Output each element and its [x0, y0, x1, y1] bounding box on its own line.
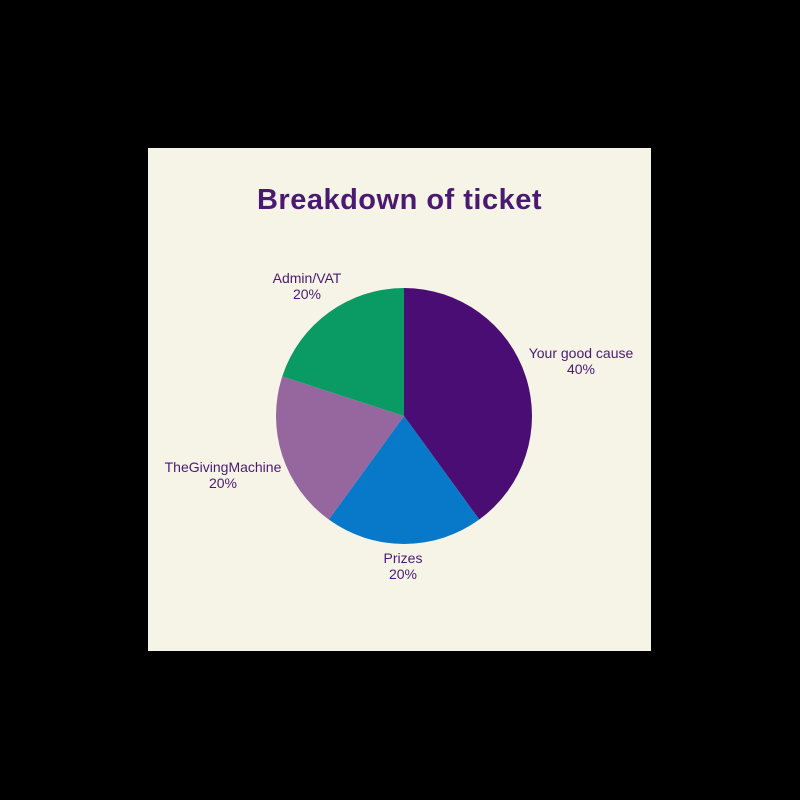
pie-slice-admin-vat: [282, 288, 404, 416]
slice-percent-text: 20%: [388, 566, 418, 582]
pie-slice-prizes: [328, 416, 480, 544]
chart-title: Breakdown of ticket: [256, 184, 543, 216]
slice-label-text: Admin/VAT: [272, 270, 342, 286]
slice-percent-text: 20%: [292, 286, 322, 302]
slice-label-text: TheGivingMachine: [164, 459, 282, 475]
slice-label-admin-vat: Admin/VAT 20%: [273, 270, 342, 302]
pie-chart-svg: [275, 288, 532, 544]
chart-card: Breakdown of ticket Your good cause 40% …: [148, 148, 651, 651]
slice-percent-text: 40%: [566, 361, 596, 377]
slice-label-your-good-cause: Your good cause 40%: [529, 345, 634, 377]
slice-label-prizes: Prizes 20%: [384, 550, 423, 582]
pie-slice-your-good-cause: [404, 288, 532, 520]
slice-percent-text: 20%: [208, 475, 238, 491]
slice-label-text: Prizes: [383, 550, 423, 566]
slice-label-text: Your good cause: [528, 345, 634, 361]
pie-chart: [148, 148, 651, 651]
slice-label-thegivingmachine: TheGivingMachine 20%: [165, 459, 282, 491]
pie-slice-thegivingmachine: [275, 376, 404, 520]
